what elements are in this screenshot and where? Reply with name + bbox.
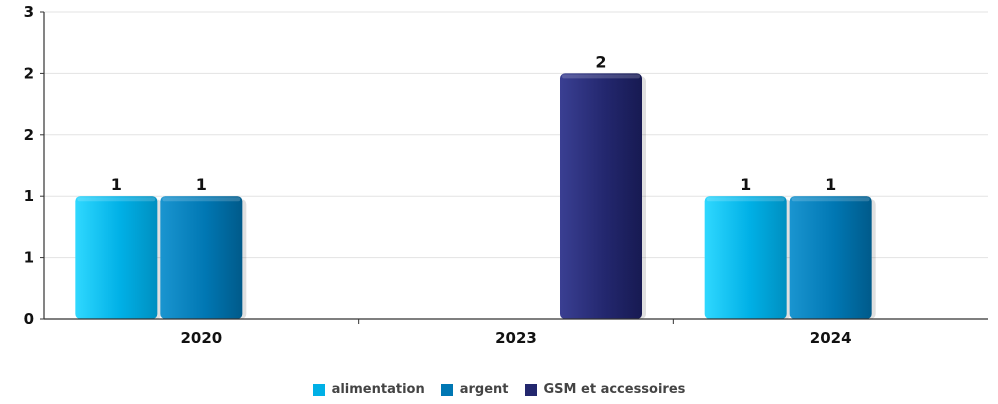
bar-argent-2020[interactable] (160, 196, 243, 319)
bar-chart: 0 1 1 2 2 3 2020 2023 2024 1 1 2 1 1 (24, 3, 988, 347)
legend-item-gsm-et-accessoires[interactable]: GSM et accessoires (524, 382, 686, 397)
legend-label-gsm-et-accessoires: GSM et accessoires (543, 382, 686, 397)
x-tick-label: 2020 (180, 329, 222, 347)
bars (75, 73, 876, 320)
legend-item-argent[interactable]: argent (440, 382, 509, 397)
data-label: 1 (740, 175, 751, 194)
y-tick-label: 2 (24, 64, 34, 82)
y-tick-label: 2 (24, 126, 34, 144)
x-tick-label: 2023 (495, 329, 537, 347)
legend-label-alimentation: alimentation (331, 382, 425, 397)
legend-swatch-alimentation (312, 383, 325, 396)
legend-swatch-argent (440, 383, 453, 396)
bar-highlight (791, 197, 870, 202)
legend-swatch-gsm-et-accessoires (524, 383, 537, 396)
data-label: 1 (111, 175, 122, 194)
bar-alimentation-2024[interactable] (704, 196, 787, 319)
bar-alimentation-2020[interactable] (75, 196, 158, 319)
bar-highlight (77, 197, 156, 202)
y-tick-label: 0 (24, 310, 34, 328)
y-tick-label: 1 (24, 187, 34, 205)
data-label: 1 (196, 175, 207, 194)
data-label: 1 (825, 175, 836, 194)
bar-highlight (706, 197, 785, 202)
y-tick-label: 1 (24, 249, 34, 267)
bar-highlight (562, 74, 640, 79)
legend: alimentation argent GSM et accessoires (0, 382, 998, 397)
x-tick-label: 2024 (810, 329, 852, 347)
bar-gsm-et-accessoires-2023[interactable] (560, 73, 642, 320)
data-label: 2 (595, 52, 606, 71)
bar-argent-2024[interactable] (789, 196, 872, 319)
legend-label-argent: argent (459, 382, 509, 397)
labels: 0 1 1 2 2 3 2020 2023 2024 1 1 2 1 1 (24, 3, 852, 347)
axes (40, 11, 988, 324)
legend-item-alimentation[interactable]: alimentation (312, 382, 425, 397)
y-tick-label: 3 (24, 3, 34, 21)
bar-highlight (162, 197, 241, 202)
